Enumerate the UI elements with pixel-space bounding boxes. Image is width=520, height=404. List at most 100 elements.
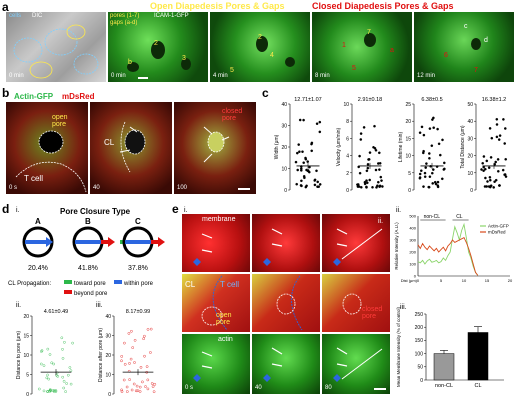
- panel-d-scatter-plots: 0 5 10 15 20 Distance to pore (μm) 4.61±0.49 0 1…: [16, 309, 157, 398]
- line-chart-xlabel: Dist (μm): [401, 278, 418, 283]
- panel-c-chart-4-point: [496, 170, 500, 173]
- panel-c-chart-1-point: [300, 167, 303, 170]
- merge-overlay-2: [276, 275, 303, 331]
- panel-c-chart-4-point: [484, 176, 487, 180]
- type-b-percent: 41.8%: [78, 265, 98, 272]
- panel-c-chart-2-point: [380, 179, 383, 182]
- panel-e-timestamp-1: 0 s: [185, 385, 194, 391]
- panel-c-chart-2-tick-label: 6: [346, 136, 349, 142]
- panel-c-chart-4-tick-label: 10: [467, 171, 473, 177]
- panel-a-timestamp-5: 12 min: [417, 73, 436, 79]
- merge-image-3: closed pore: [322, 274, 390, 332]
- panel-c-chart-3-tick-label: 15: [405, 136, 411, 142]
- panel-c-chart-3-point: [430, 171, 434, 175]
- panel-d-chart-iii-tick-label: 40: [105, 314, 111, 320]
- panel-c-chart-4-point: [492, 186, 495, 189]
- panel-c-chart-4-tick-label: 30: [467, 136, 473, 142]
- label-open-pore-e: open pore: [216, 312, 232, 326]
- panel-e-timestamp-3: 80: [325, 385, 332, 391]
- type-a-label: A: [35, 217, 41, 226]
- panel-c-chart-2-point: [359, 138, 363, 141]
- membrane-overlay-2: [263, 228, 283, 266]
- panel-c-chart-3-ylabel: Lifetime (min): [398, 132, 404, 163]
- actin-overlay-3: [333, 347, 383, 382]
- panel-d-chart-ii-point: [46, 390, 50, 393]
- panel-c-chart-4-point: [502, 118, 505, 121]
- panel-c-chart-2-point: [358, 154, 361, 158]
- label-t-cell: T cell: [24, 174, 43, 183]
- panel-c-chart-2-point: [356, 183, 359, 186]
- panel-d-chart-iii-point: [123, 341, 126, 345]
- panel-c-chart-3-point: [422, 149, 425, 153]
- panel-c-chart-4-tick-label: 20: [467, 154, 473, 160]
- panel-d-chart-ii-point: [46, 390, 49, 393]
- panel-d-chart-ii-ylabel: Distance to pore (μm): [16, 331, 22, 380]
- panel-a-pores-overlay-4: c d 6 7: [444, 23, 488, 74]
- panel-c-chart-4-point: [501, 168, 505, 172]
- panel-d-chart-iii-point: [146, 378, 150, 382]
- panel-d-chart-iii-point: [152, 390, 156, 393]
- panel-d-chart-ii-stat: 4.61±0.49: [44, 309, 68, 315]
- panel-d-chart-ii-point: [69, 382, 73, 386]
- panel-c-chart-4-point: [482, 165, 485, 169]
- panel-d-chart-ii-point: [61, 375, 65, 379]
- panel-c-chart-2-tick-label: 2: [346, 171, 349, 177]
- panel-c-chart-3-point: [433, 180, 437, 184]
- panel-d-chart-ii-point: [40, 349, 44, 352]
- panel-c-chart-3-point: [420, 125, 424, 129]
- intensity-line-plot: 0 100 200 300 400 500 0 5 10 15 20 Dist (μm) Relativ…: [394, 214, 513, 284]
- panel-c-chart-1-point: [301, 150, 304, 154]
- panel-c-chart-3-point: [419, 169, 423, 172]
- bar-chart-y-tick: 0: [420, 378, 423, 384]
- panel-d-chart-iii-point: [138, 385, 142, 389]
- panel-c-chart-1-point: [318, 120, 322, 124]
- panel-d-chart-iii-point: [153, 383, 157, 386]
- panel-b-timestamp-2: 40: [93, 185, 100, 191]
- panel-b-overlay-1: [15, 130, 87, 193]
- panel-c-chart-4-point: [483, 167, 487, 171]
- membrane-image-3: ii.: [322, 214, 390, 272]
- legend-beyond-swatch: [64, 290, 72, 294]
- panel-c-chart-2-point: [378, 151, 381, 155]
- panel-c-chart-1-point: [317, 185, 321, 188]
- svg-text:5: 5: [352, 65, 356, 72]
- merge-image-2: [252, 274, 320, 332]
- bar-cl: [467, 332, 489, 381]
- actin-image-3: 80: [322, 334, 390, 394]
- panel-c-chart-1-ylabel: Width (μm): [274, 134, 280, 159]
- label-closed-pore: closed pore: [222, 108, 243, 122]
- panel-c-chart-2-point: [375, 186, 378, 189]
- panel-c-chart-4-point: [481, 162, 484, 165]
- panel-c-chart-1-point: [299, 184, 303, 187]
- panel-c-chart-2-point: [374, 149, 378, 152]
- actin-image-1: actin 0 s: [182, 334, 250, 394]
- panel-c-chart-3-point: [418, 172, 422, 176]
- panel-c-chart-3-tick-label: 10: [405, 154, 411, 160]
- panel-a-timestamp-4: 8 min: [315, 73, 330, 79]
- panel-c-chart-1-tick-label: 20: [281, 145, 287, 151]
- panel-c-chart-1-point: [302, 118, 305, 122]
- panel-d-chart-iii-tick-label: 20: [105, 353, 111, 359]
- svg-text:2: 2: [154, 40, 158, 47]
- panel-c-chart-2-point: [362, 126, 366, 129]
- panel-b-image-3: closed pore 100: [174, 102, 256, 194]
- panel-d-chart-ii-point: [63, 341, 66, 344]
- panel-b-overlay-2: [119, 121, 146, 173]
- panel-c-chart-4-point: [488, 176, 492, 179]
- panel-c-scatter-plots: 0 10 20 30 40 Width (μm) 12.71±1.07 0 2 4 6 8 10 Velo…: [274, 97, 508, 194]
- panel-d-chart-iii-point: [149, 351, 152, 354]
- panel-a-green-image-1: 2 3 b pores (1-7) gaps (a-d) ICAM-1-GFP …: [108, 12, 208, 82]
- panel-c-chart-4-point: [504, 158, 507, 161]
- bar-chart-ylabel: Mean Membrane Intensity (% of control): [396, 306, 401, 387]
- panel-d-chart-ii-point: [64, 390, 67, 393]
- panel-c-chart-1-point: [313, 183, 317, 187]
- panel-c-chart-3-point: [431, 182, 434, 185]
- panel-c-chart-1-point: [310, 149, 314, 153]
- panel-c-chart-3-point: [427, 152, 431, 155]
- panel-d-chart-ii-point: [62, 380, 66, 383]
- panel-c-chart-3-point: [428, 175, 432, 178]
- panel-c-chart-4-point: [503, 173, 506, 176]
- membrane-image-1: membrane: [182, 214, 250, 272]
- panel-c-chart-2-point: [374, 168, 378, 172]
- type-a-percent: 20.4%: [28, 265, 48, 272]
